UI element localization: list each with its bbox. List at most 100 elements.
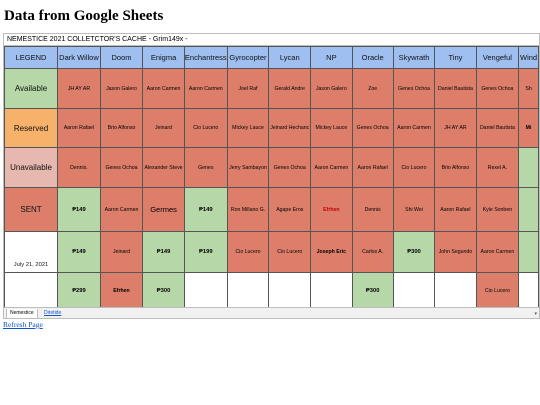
column-header-np[interactable]: NP bbox=[310, 46, 353, 69]
table-cell[interactable]: Aaron Rafael bbox=[434, 187, 477, 232]
table-cell[interactable]: Kyle Sonben bbox=[475, 187, 520, 232]
table-cell[interactable]: Genes Ochoa bbox=[392, 68, 436, 109]
table-cell[interactable]: Genes Ochoa bbox=[268, 147, 312, 188]
scroll-down-icon[interactable]: ▾ bbox=[534, 311, 537, 317]
table-cell[interactable] bbox=[268, 272, 312, 307]
table-cell[interactable]: Joel Raf bbox=[226, 68, 270, 109]
table-cell[interactable]: John Segundo bbox=[434, 231, 477, 273]
table-cell[interactable]: Dennis. bbox=[57, 147, 101, 188]
table-cell[interactable]: Brio Alfonso bbox=[99, 108, 144, 148]
table-cell[interactable]: Zoe bbox=[351, 68, 394, 109]
table-cell[interactable]: Dennis bbox=[351, 187, 394, 232]
table-cell[interactable]: Jerry Sambayon bbox=[226, 147, 270, 188]
table-cell[interactable]: Aaron Rafael bbox=[351, 147, 394, 188]
column-header-doom[interactable]: Doom bbox=[99, 46, 144, 69]
table-cell[interactable] bbox=[518, 147, 539, 188]
table-cell[interactable]: Jason Galero bbox=[99, 68, 144, 109]
table-cell[interactable]: Shi Wei bbox=[392, 187, 436, 232]
table-cell[interactable]: Gerald Andre bbox=[268, 68, 312, 109]
table-cell[interactable]: Jeinard bbox=[142, 108, 185, 148]
legend-date[interactable]: July 21, 2021 bbox=[4, 231, 59, 273]
tab-diretide[interactable]: Diretide bbox=[44, 310, 62, 316]
table-cell[interactable]: Alexander Steve bbox=[142, 147, 185, 188]
table-cell[interactable]: JH AY AR bbox=[434, 108, 477, 148]
table-cell[interactable]: Sh bbox=[518, 68, 539, 109]
table-cell[interactable]: ₱149 bbox=[142, 231, 185, 273]
table-cell[interactable]: Agape Eros bbox=[268, 187, 312, 232]
legend-available[interactable]: Available bbox=[4, 68, 59, 109]
table-cell[interactable] bbox=[518, 231, 539, 273]
table-cell[interactable]: Rexel A. bbox=[475, 147, 520, 188]
column-header-vengeful[interactable]: Vengeful bbox=[475, 46, 520, 69]
table-cell[interactable]: Aaron Carmen bbox=[142, 68, 185, 109]
table-cell[interactable]: Aaron Carmen bbox=[310, 147, 353, 188]
table-cell[interactable] bbox=[434, 272, 477, 307]
table-cell[interactable]: Genes bbox=[183, 147, 228, 188]
table-cell[interactable]: Cio Lucero bbox=[475, 272, 520, 307]
column-header-skywrath[interactable]: Skywrath bbox=[392, 46, 436, 69]
legend-sent[interactable]: SENT bbox=[4, 187, 59, 232]
table-cell[interactable]: Jeinard Hechanc bbox=[268, 108, 312, 148]
column-header-oracle[interactable]: Oracle bbox=[351, 46, 394, 69]
sheet-grid[interactable]: LEGEND Dark Willow Doom Enigma Enchantress Gy… bbox=[4, 46, 539, 307]
table-cell[interactable]: Aaron Carmen bbox=[183, 68, 228, 109]
table-cell[interactable] bbox=[226, 272, 270, 307]
table-cell[interactable]: ₱149 bbox=[57, 187, 101, 232]
table-row: Reserved Aaron Rafael Brio Alfonso Jeinard C… bbox=[4, 108, 539, 148]
table-cell[interactable]: Jeinard bbox=[99, 231, 144, 273]
table-cell[interactable]: Cio Lucero bbox=[226, 231, 270, 273]
table-cell[interactable]: Cio Lucero bbox=[392, 147, 436, 188]
table-cell[interactable]: Mickey Lauce bbox=[226, 108, 270, 148]
legend-reserved[interactable]: Reserved bbox=[4, 108, 59, 148]
table-cell[interactable]: ₱299 bbox=[57, 272, 101, 307]
table-cell[interactable]: ₱149 bbox=[57, 231, 101, 273]
embedded-sheet[interactable]: NEMESTICE 2021 COLLETCTOR'S CACHE - Grim… bbox=[3, 33, 540, 319]
column-header-dark-willow[interactable]: Dark Willow bbox=[57, 46, 101, 69]
column-header-lycan[interactable]: Lycan bbox=[268, 46, 312, 69]
table-cell[interactable]: Jason Galero bbox=[310, 68, 353, 109]
table-cell[interactable]: ₱149 bbox=[183, 187, 228, 232]
table-cell[interactable]: Cio Lucero bbox=[183, 108, 228, 148]
table-cell[interactable]: Genes Ochoa bbox=[475, 68, 520, 109]
table-cell[interactable]: ₱199 bbox=[183, 231, 228, 273]
page-title: Data from Google Sheets bbox=[4, 8, 164, 24]
table-cell[interactable]: Germes bbox=[142, 187, 185, 232]
table-cell[interactable]: Daniel Bautista bbox=[475, 108, 520, 148]
table-cell[interactable]: Aaron Carmen bbox=[475, 231, 520, 273]
column-header-tiny[interactable]: Tiny bbox=[434, 46, 477, 69]
table-cell[interactable]: Efrhen bbox=[99, 272, 144, 307]
table-cell[interactable]: ₱300 bbox=[392, 231, 436, 273]
table-cell[interactable]: ₱300 bbox=[142, 272, 185, 307]
table-cell[interactable]: Aaron Carmen bbox=[99, 187, 144, 232]
table-cell[interactable]: Efrhen bbox=[310, 187, 353, 232]
table-cell[interactable]: Genes Ochoa bbox=[99, 147, 144, 188]
table-cell[interactable]: Aaron Rafael bbox=[57, 108, 101, 148]
table-cell[interactable] bbox=[518, 187, 539, 232]
refresh-page-link[interactable]: Refresh Page bbox=[3, 320, 43, 329]
table-cell[interactable]: Brio Alfonso bbox=[434, 147, 477, 188]
table-cell[interactable]: Aaron Carmen bbox=[392, 108, 436, 148]
table-cell[interactable]: JH AY AR bbox=[57, 68, 101, 109]
table-cell[interactable]: Cio Lucero bbox=[268, 231, 312, 273]
legend-header: LEGEND bbox=[4, 46, 59, 69]
column-header-enchantress[interactable]: Enchantress bbox=[183, 46, 228, 69]
table-cell[interactable]: Daniel Bautista bbox=[434, 68, 477, 109]
table-cell[interactable] bbox=[310, 272, 353, 307]
column-header-gyrocopter[interactable]: Gyrocopter bbox=[226, 46, 270, 69]
tab-nemestice[interactable]: Nemestice bbox=[6, 309, 38, 318]
legend-empty[interactable] bbox=[4, 272, 59, 307]
column-header-enigma[interactable]: Enigma bbox=[142, 46, 185, 69]
table-cell[interactable]: Mi bbox=[518, 108, 539, 148]
table-cell[interactable]: Ron Millano G. bbox=[226, 187, 270, 232]
column-header-wind[interactable]: Wind bbox=[518, 46, 539, 69]
table-cell[interactable]: Carlos A. bbox=[351, 231, 394, 273]
collectors-cache-table: LEGEND Dark Willow Doom Enigma Enchantress Gy… bbox=[4, 46, 539, 307]
table-cell[interactable]: Genes Ochoa bbox=[351, 108, 394, 148]
table-cell[interactable] bbox=[392, 272, 436, 307]
table-cell[interactable]: ₱300 bbox=[351, 272, 394, 307]
table-cell[interactable]: Mickey Lauce bbox=[310, 108, 353, 148]
table-cell[interactable] bbox=[183, 272, 228, 307]
table-cell[interactable]: Joseph Eric bbox=[310, 231, 353, 273]
legend-unavailable[interactable]: Unavailable bbox=[4, 147, 59, 188]
table-cell[interactable] bbox=[518, 272, 539, 307]
